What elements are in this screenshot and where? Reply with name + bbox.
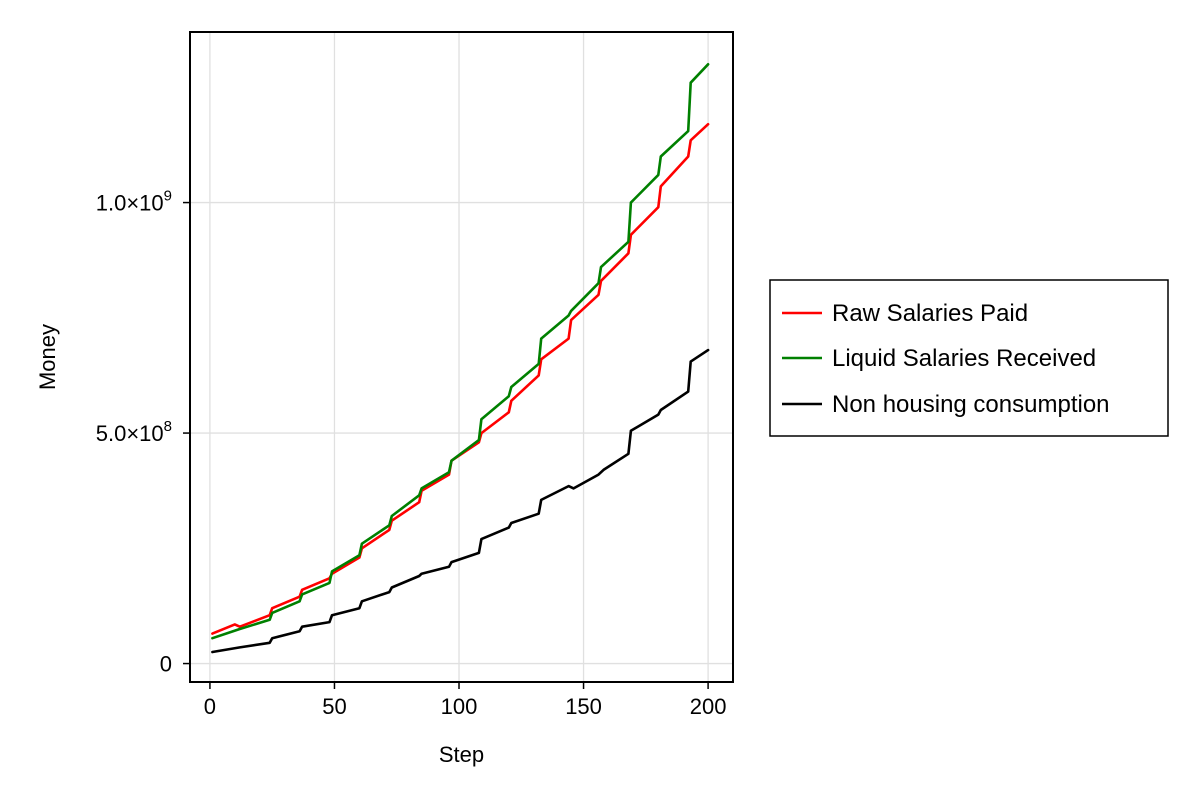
x-tick-label: 0 — [204, 694, 216, 719]
x-tick-label: 100 — [441, 694, 478, 719]
y-tick-label: 0 — [160, 652, 172, 677]
legend-box — [769, 279, 1169, 437]
x-axis: 0 50 100 150 200 — [204, 682, 727, 719]
x-axis-label: Step — [439, 742, 484, 767]
grid-lines — [190, 32, 733, 682]
plot-frame — [189, 31, 734, 683]
x-tick-label: 50 — [322, 694, 346, 719]
y-tick-label: 5.0×108 — [96, 418, 172, 446]
series-line-non-housing-consumption — [211, 348, 710, 654]
y-axis-label: Money — [35, 324, 60, 390]
legend-label-raw-salaries: Raw Salaries Paid — [832, 300, 1028, 327]
x-tick-label: 150 — [565, 694, 602, 719]
series-lines — [211, 63, 710, 654]
legend-label-non-housing: Non housing consumption — [832, 391, 1110, 418]
y-axis: 0 5.0×108 1.0×109 — [96, 188, 190, 677]
x-tick-label: 200 — [690, 694, 727, 719]
y-tick-label: 1.0×109 — [96, 188, 172, 216]
legend: Raw Salaries Paid Liquid Salaries Receiv… — [769, 279, 1169, 437]
series-line-liquid-salaries-received — [211, 63, 710, 640]
legend-label-liquid-salaries: Liquid Salaries Received — [832, 345, 1096, 372]
